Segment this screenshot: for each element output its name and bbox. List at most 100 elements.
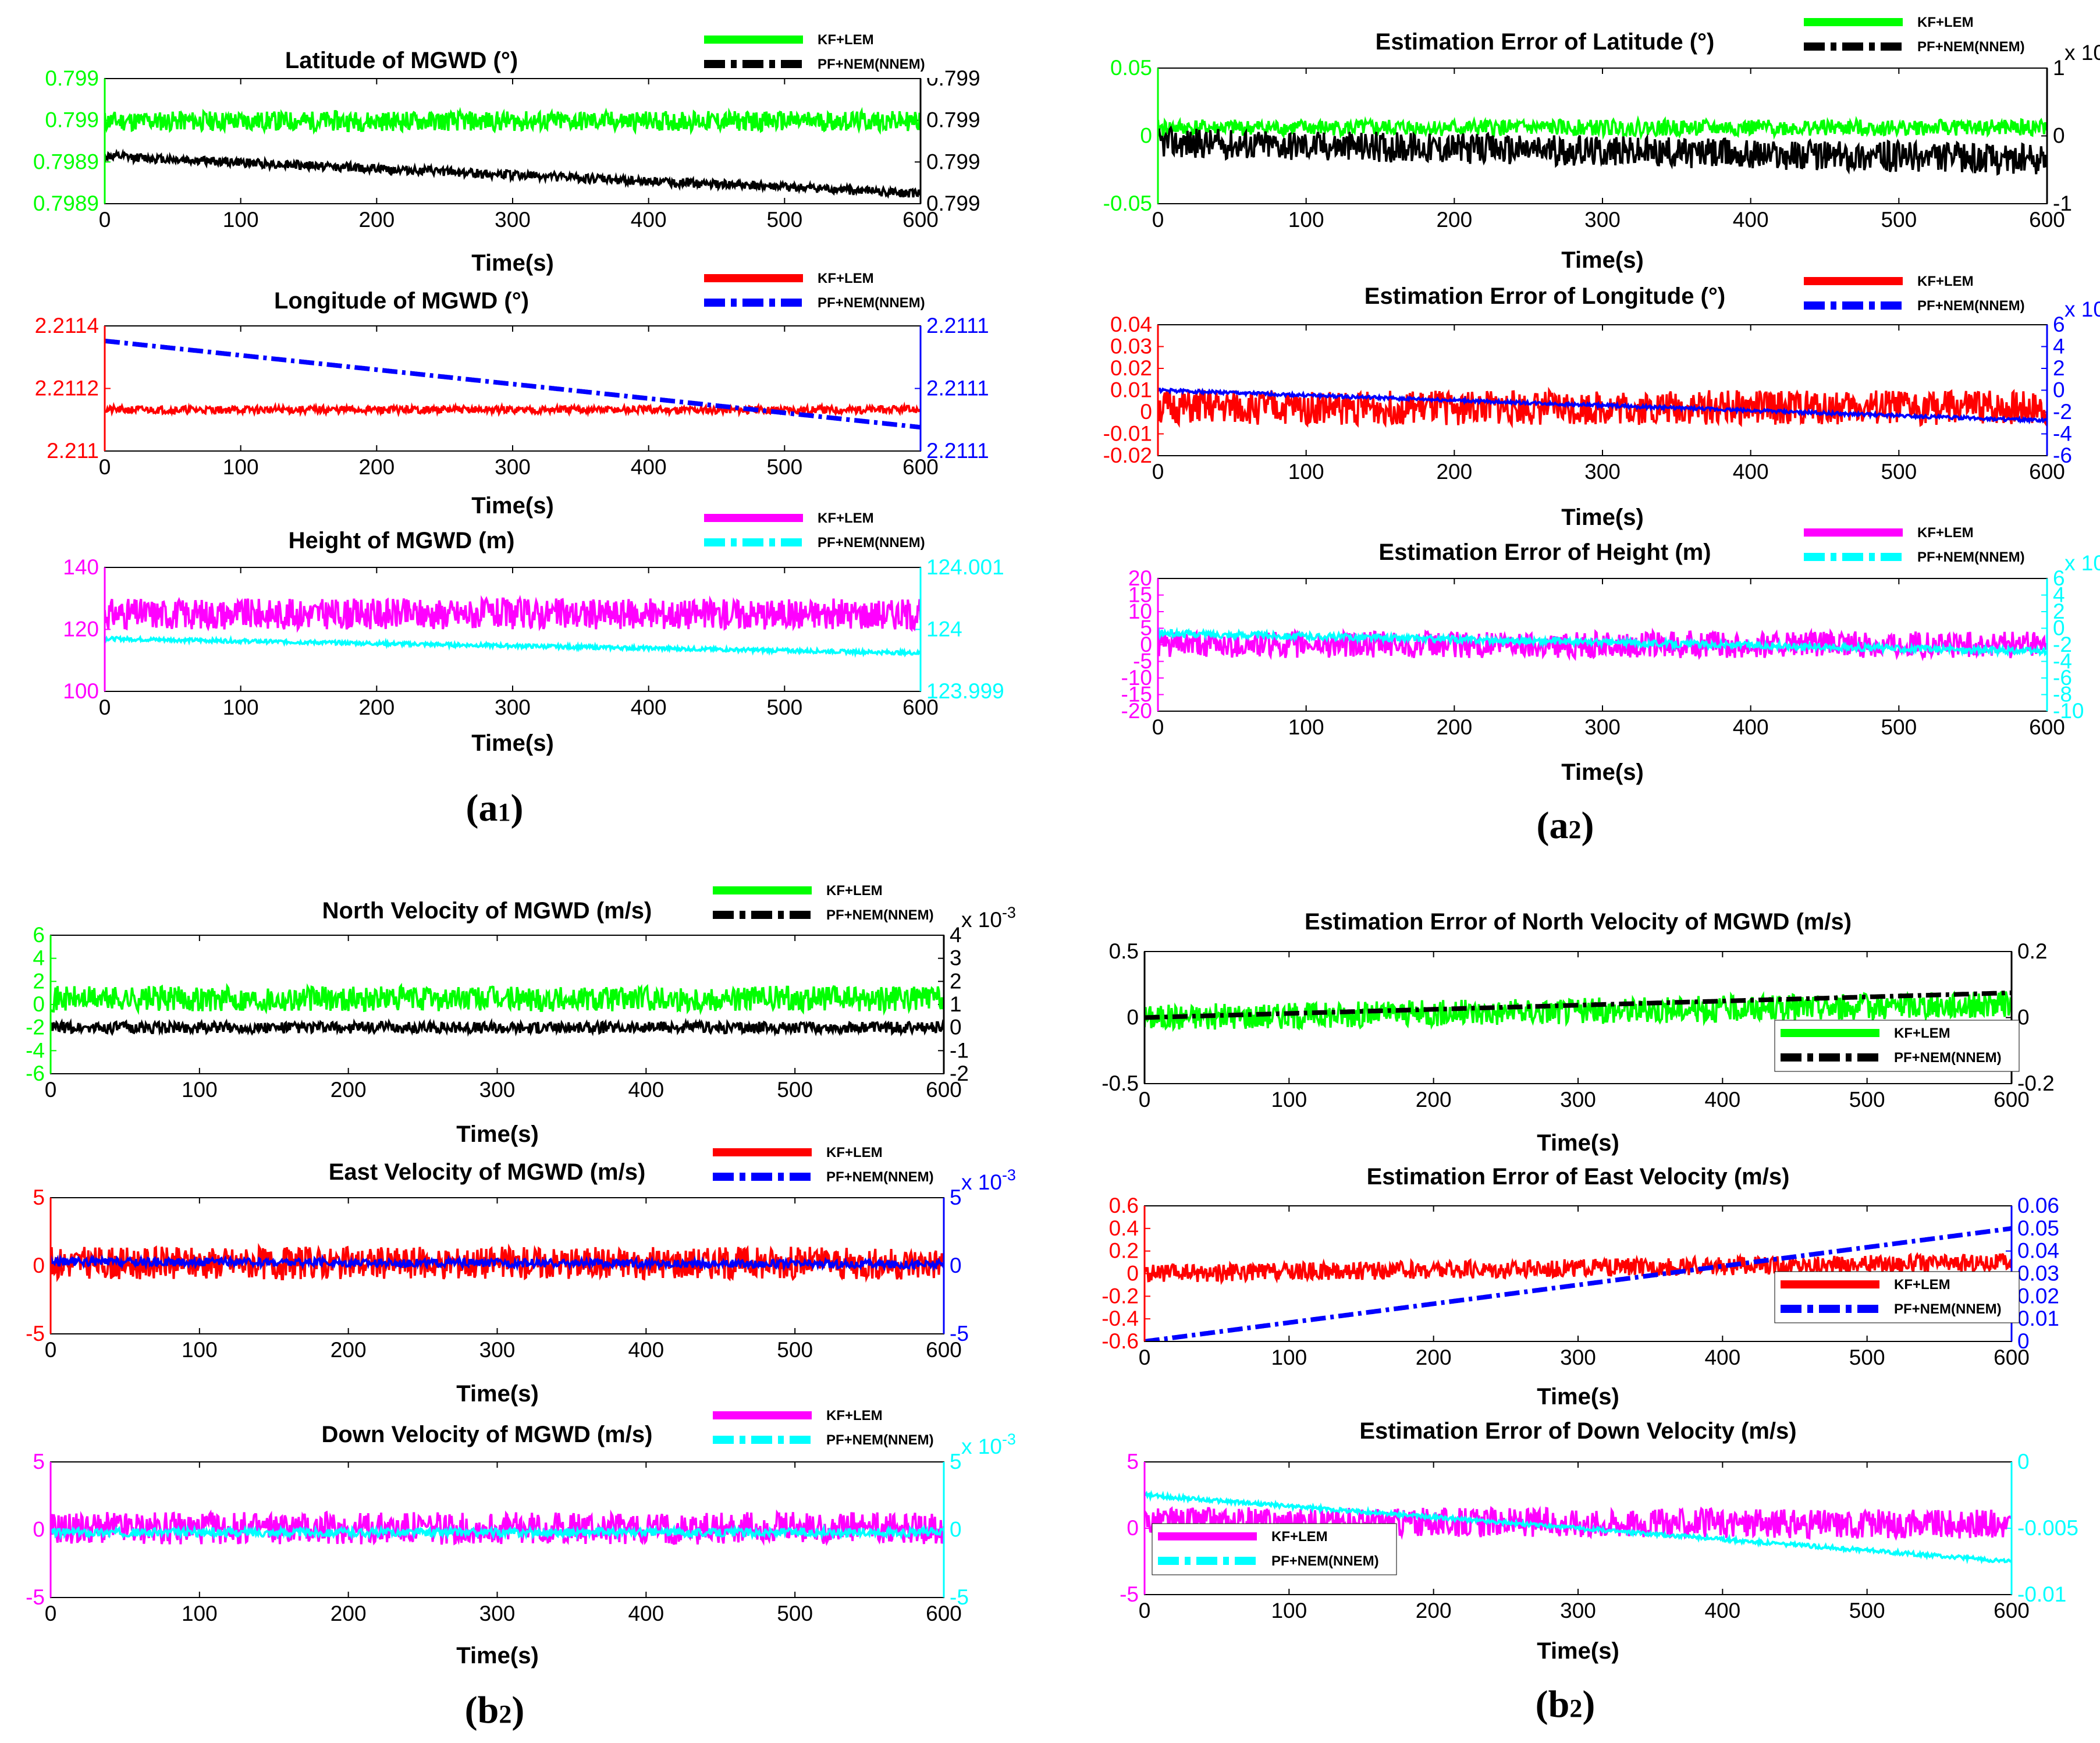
- right-y-tick-label: 2.2111: [926, 314, 989, 338]
- left-y-tick-label: -4: [26, 1038, 45, 1062]
- left-y-tick-label: 10: [1128, 599, 1152, 623]
- chart-panel-6: Estimation Error of Height (m) Time(s) 0 10…: [1121, 520, 2100, 785]
- right-y-tick-label: 0: [2053, 378, 2065, 402]
- x-tick-label: 200: [331, 1602, 367, 1625]
- right-y-tick-label: 5: [950, 1185, 962, 1209]
- right-y-tick-label: -4: [2053, 422, 2072, 446]
- x-tick-label: 600: [926, 1338, 962, 1362]
- chart-title: North Velocity of MGWD (m/s): [322, 898, 652, 924]
- x-tick-label: 600: [902, 695, 939, 719]
- x-tick-label: 500: [1849, 1346, 1885, 1369]
- x-tick-label: 100: [223, 208, 259, 232]
- legend-label: PF+NEM(NNEM): [1917, 298, 2025, 314]
- right-y-tick-label: 2: [2053, 356, 2065, 380]
- x-tick-label: 200: [331, 1338, 367, 1362]
- x-tick-label: 100: [1288, 460, 1324, 484]
- right-y-tick-label: -8: [2053, 683, 2072, 707]
- right-y-tick-label: 0.02: [2017, 1284, 2059, 1308]
- series-line-2: [51, 1254, 944, 1272]
- left-y-tick-label: -6: [26, 1062, 45, 1085]
- x-tick-label: 500: [1849, 1599, 1885, 1623]
- left-y-tick-label: 0.2: [1109, 1239, 1139, 1263]
- right-y-tick-label: -10: [2053, 699, 2084, 723]
- left-y-tick-label: 6: [33, 923, 45, 947]
- x-axis-label: Time(s): [1537, 1130, 1619, 1156]
- x-tick-label: 500: [777, 1078, 813, 1102]
- legend-label: PF+NEM(NNEM): [826, 1432, 934, 1448]
- right-y-tick-label: -0.005: [2017, 1516, 2078, 1540]
- x-tick-label: 0: [45, 1602, 57, 1625]
- x-axis-label: Time(s): [1561, 505, 1644, 530]
- legend-box: [698, 505, 943, 556]
- right-y-tick-label: 6: [2053, 566, 2065, 590]
- x-tick-label: 600: [902, 455, 939, 479]
- x-tick-label: 400: [1733, 715, 1769, 739]
- legend-label: KF+LEM: [1894, 1025, 1950, 1041]
- x-tick-label: 0: [99, 455, 111, 479]
- chart-title: Estimation Error of Longitude (°): [1365, 283, 1725, 309]
- legend-label: KF+LEM: [1917, 274, 1974, 289]
- right-y-tick-label: 0: [2017, 1450, 2030, 1474]
- legend-label: PF+NEM(NNEM): [1917, 549, 2025, 565]
- series-line-2: [51, 1017, 944, 1037]
- chart-panel-10: Estimation Error of North Velocity of MG…: [1101, 909, 2055, 1156]
- right-y-tick-label: 2.2111: [926, 377, 989, 400]
- legend-box: [707, 878, 951, 929]
- legend-box: [1152, 1523, 1397, 1575]
- x-tick-label: 200: [358, 695, 395, 719]
- right-y-tick-label: 0.799: [926, 191, 980, 215]
- chart-title: Estimation Error of Height (m): [1378, 539, 1711, 565]
- legend-label: KF+LEM: [826, 883, 883, 899]
- x-axis-label: Time(s): [456, 1381, 539, 1407]
- left-y-tick-label: -0.02: [1103, 443, 1152, 467]
- series-line-1: [51, 1243, 944, 1283]
- legend-label: KF+LEM: [826, 1408, 883, 1423]
- chart-title: Latitude of MGWD (°): [285, 48, 518, 73]
- right-y-tick-label: 1: [2053, 56, 2065, 80]
- left-y-tick-label: -0.2: [1101, 1284, 1139, 1308]
- x-tick-label: 100: [1271, 1346, 1307, 1369]
- legend-label: PF+NEM(NNEM): [826, 1169, 934, 1185]
- x-tick-label: 300: [1584, 460, 1621, 484]
- chart-panel-11: Estimation Error of East Velocity (m/s) T…: [1101, 1164, 2059, 1410]
- chart-title: Down Velocity of MGWD (m/s): [322, 1422, 653, 1447]
- x-tick-label: 300: [1560, 1346, 1596, 1369]
- chart-panel-3: Height of MGWD (m)Time(s)0 100 200 300 400 50…: [63, 505, 1004, 756]
- left-y-tick-label: 0: [33, 992, 45, 1016]
- left-y-tick-label: 2.211: [47, 439, 99, 463]
- x-tick-label: 100: [182, 1338, 218, 1362]
- right-y-tick-label: -2: [2053, 400, 2072, 424]
- left-y-tick-label: 0.01: [1110, 378, 1152, 402]
- x-axis-label: Time(s): [456, 1643, 539, 1669]
- chart-panel-4: Estimation Error of Latitude (°) Time(s) 0…: [1103, 9, 2100, 273]
- x-tick-label: 200: [1436, 208, 1472, 232]
- chart-panel-7: North Velocity of MGWD (m/s)Time(s)0 100 2…: [26, 878, 1016, 1147]
- chart-title: Height of MGWD (m): [289, 528, 515, 553]
- left-y-tick-label: 120: [63, 617, 99, 641]
- x-tick-label: 500: [766, 455, 802, 479]
- left-y-tick-label: 100: [63, 679, 99, 703]
- x-tick-label: 200: [1416, 1599, 1452, 1623]
- right-y-tick-label: 0: [2053, 124, 2065, 148]
- legend-label: PF+NEM(NNEM): [1271, 1553, 1379, 1569]
- chart-title: Longitude of MGWD (°): [274, 288, 529, 314]
- left-y-tick-label: 0: [1140, 633, 1152, 656]
- right-y-tick-label: -0.01: [2017, 1582, 2066, 1606]
- chart-title: East Velocity of MGWD (m/s): [329, 1159, 646, 1185]
- right-y-tick-label: 0.06: [2017, 1194, 2059, 1217]
- chart-panel-8: East Velocity of MGWD (m/s) Time(s) 0 100 20…: [26, 1139, 1016, 1407]
- x-tick-label: 0: [1152, 460, 1164, 484]
- right-y-tick-label: 0.03: [2017, 1262, 2059, 1286]
- right-y-tick-label: 2: [950, 969, 962, 993]
- left-y-tick-label: 5: [1140, 616, 1152, 640]
- x-tick-label: 600: [902, 208, 939, 232]
- chart-panel-9: Down Velocity of MGWD (m/s) Time(s) 0 100 20…: [26, 1403, 1016, 1669]
- series-line-1: [1145, 990, 2012, 1032]
- right-y-tick-label: 6: [2053, 313, 2065, 336]
- x-tick-label: 300: [479, 1338, 516, 1362]
- chart-title: Estimation Error of Latitude (°): [1376, 29, 1715, 55]
- x-axis-label: Time(s): [1537, 1638, 1619, 1664]
- left-y-tick-label: -2: [26, 1016, 45, 1039]
- left-y-tick-label: -5: [1133, 649, 1152, 673]
- left-y-tick-label: 0: [33, 1518, 45, 1542]
